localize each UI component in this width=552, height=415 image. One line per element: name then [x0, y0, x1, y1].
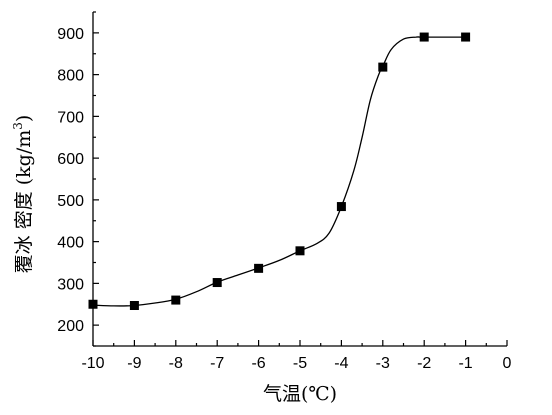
y-axis-title: 覆冰 密度 (kg/m3) [11, 115, 35, 274]
x-tick-label: -7 [210, 355, 224, 372]
x-axis-title: 气温(℃) [263, 383, 337, 405]
data-point [419, 32, 429, 42]
trend-curve [92, 36, 466, 307]
x-tick-label: -3 [376, 355, 390, 372]
x-ticks: -10 -9 -8 -7 -6 -5 -4 -3 -2 -1 0 [81, 340, 512, 372]
plot-area: -10 -9 -8 -7 -6 -5 -4 -3 -2 -1 0 20030040050060070… [57, 11, 512, 372]
y-axis-title-sup: 3 [11, 122, 25, 130]
y-tick-label: 400 [57, 235, 84, 252]
y-tick-label: 900 [57, 26, 84, 43]
y-tick-label: 600 [57, 151, 84, 168]
data-markers [88, 32, 471, 311]
y-tick-label: 700 [57, 109, 84, 126]
x-tick-label: -10 [81, 355, 104, 372]
x-tick-label: -8 [169, 355, 183, 372]
data-point [129, 301, 139, 311]
y-tick-label: 300 [57, 276, 84, 293]
data-point [212, 278, 222, 288]
x-tick-label: 0 [503, 355, 512, 372]
y-axis-title-close: ) [13, 115, 35, 122]
data-point [295, 246, 305, 256]
x-tick-label: -6 [251, 355, 265, 372]
y-ticks: 200 300 400 500 600 700 800 900 [57, 11, 99, 347]
y-axis-title-main: 覆冰 密度 (kg/m [13, 130, 35, 274]
x-tick-label: -1 [458, 355, 472, 372]
data-point [171, 295, 181, 305]
data-point [88, 299, 98, 309]
x-tick-label: -5 [293, 355, 307, 372]
y-tick-label: 500 [57, 193, 84, 210]
y-tick-label: 200 [57, 318, 84, 335]
data-point [378, 62, 388, 72]
x-tick-label: -2 [417, 355, 431, 372]
x-tick-label: -9 [127, 355, 141, 372]
x-tick-label: -4 [334, 355, 348, 372]
data-point [336, 202, 346, 212]
y-tick-label: 800 [57, 68, 84, 85]
data-point [254, 263, 264, 273]
data-point [461, 32, 471, 42]
